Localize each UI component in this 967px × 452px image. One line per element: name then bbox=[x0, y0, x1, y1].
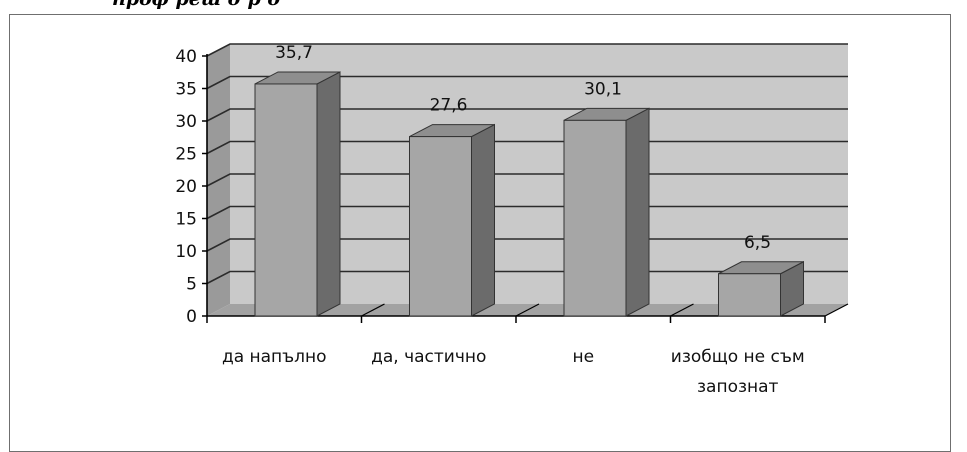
y-tick-label: 15 bbox=[175, 210, 197, 230]
y-tick-label: 40 bbox=[175, 47, 197, 67]
bars bbox=[254, 71, 804, 317]
gridline bbox=[206, 43, 848, 57]
y-tick-label: 5 bbox=[186, 275, 197, 295]
floor-edge bbox=[515, 303, 540, 317]
labels: 0 5 10 15 20 25 30 35 40 35,7 да напълно 27,6 да, ча… bbox=[175, 43, 804, 397]
y-tick-label: 25 bbox=[175, 145, 197, 165]
data-label: 27,6 bbox=[430, 96, 468, 116]
data-label: 30,1 bbox=[584, 79, 622, 99]
floor-edge bbox=[361, 303, 385, 317]
y-tick-label: 30 bbox=[175, 112, 197, 132]
bar-side bbox=[471, 123, 495, 317]
bar-front bbox=[718, 273, 781, 317]
y-tick-label: 0 bbox=[186, 307, 197, 327]
bar bbox=[409, 123, 495, 317]
bar-front bbox=[409, 136, 472, 317]
data-label: 6,5 bbox=[744, 233, 771, 253]
bar bbox=[254, 71, 341, 317]
y-tick-label: 20 bbox=[175, 177, 197, 197]
bar bbox=[563, 107, 650, 317]
y-tick-label: 35 bbox=[175, 80, 197, 100]
category-label: да напълно bbox=[222, 347, 327, 367]
category-label: да, частично bbox=[371, 347, 486, 367]
bar-front bbox=[563, 119, 627, 317]
category-label: изобщо не съм bbox=[671, 347, 805, 367]
data-label: 35,7 bbox=[275, 43, 313, 63]
category-label: запознат bbox=[697, 377, 779, 397]
category-label: не bbox=[572, 347, 594, 367]
bar-side bbox=[625, 107, 650, 317]
bar-side bbox=[316, 71, 341, 317]
floor-edge bbox=[670, 303, 694, 317]
cropped-heading-text: проф реш д р д bbox=[112, 0, 281, 10]
gridline bbox=[206, 75, 848, 90]
bar-chart: 0 5 10 15 20 25 30 35 40 35,7 да напълно 27,6 да, ча… bbox=[175, 43, 849, 397]
y-tick-label: 10 bbox=[175, 242, 197, 262]
cropped-heading: проф реш д р д bbox=[0, 0, 967, 12]
floor-edge bbox=[824, 303, 849, 317]
bar-front bbox=[254, 83, 318, 317]
bar bbox=[718, 260, 804, 317]
